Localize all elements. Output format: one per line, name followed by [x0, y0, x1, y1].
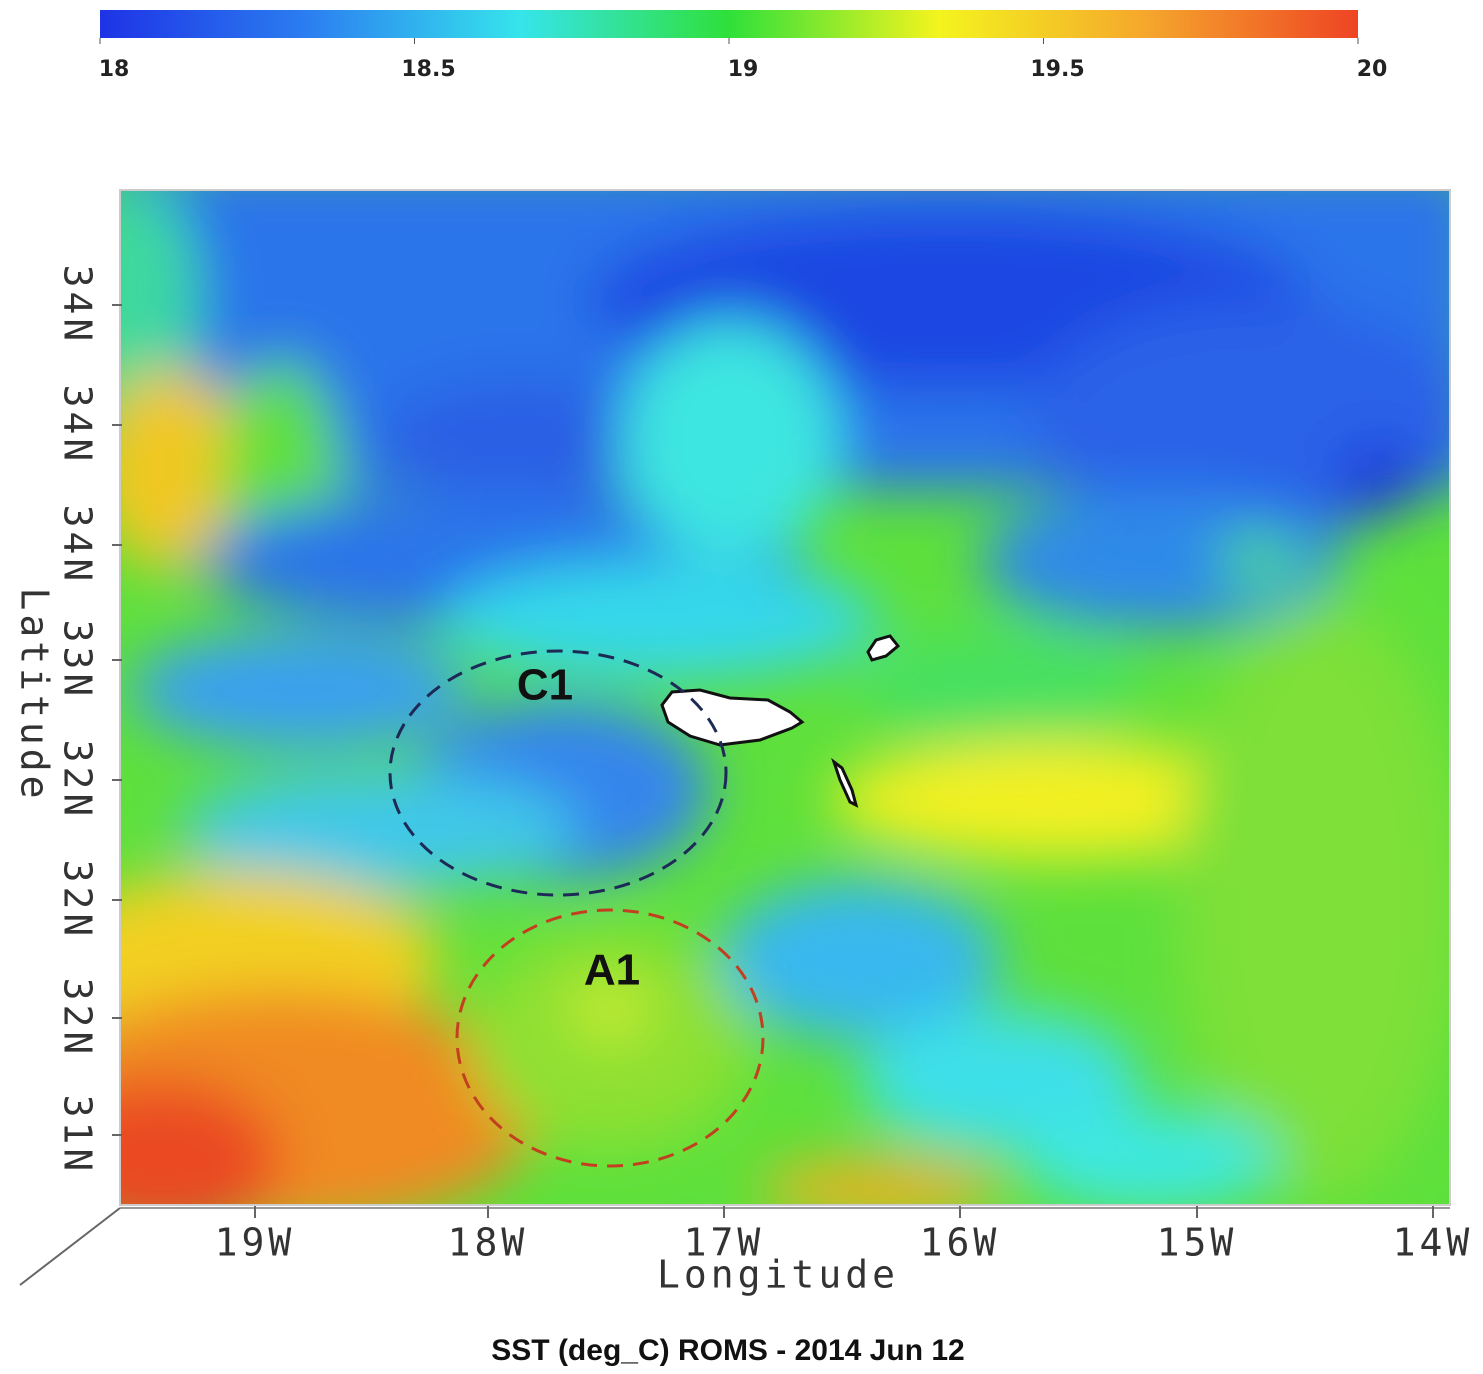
y-axis-title: Latitude — [13, 587, 57, 802]
annotation: A1 — [584, 946, 640, 995]
y-tick-label: 32N — [56, 740, 100, 821]
y-tick-label: 34N — [56, 385, 100, 466]
y-tick-label: 31N — [56, 1095, 100, 1176]
sst-field — [120, 190, 1450, 1205]
x-tick-label: 19W — [215, 1221, 296, 1265]
colorbar-tick-label: 19 — [728, 57, 759, 82]
colorbar — [100, 10, 1358, 38]
caption: SST (deg_C) ROMS - 2014 Jun 12 — [491, 1334, 964, 1367]
x-tick-label: 15W — [1157, 1221, 1238, 1265]
y-tick-label: 33N — [56, 620, 100, 701]
annotation: C1 — [517, 661, 573, 710]
y-tick-label: 34N — [56, 505, 100, 586]
y-tick-label: 34N — [56, 265, 100, 346]
colorbar-tick-label: 18.5 — [401, 57, 455, 82]
colorbar-tick-label: 18 — [99, 57, 130, 82]
x-tick-label: 17W — [684, 1221, 765, 1265]
colorbar-tick-label: 19.5 — [1030, 57, 1084, 82]
x-tick-label: 18W — [448, 1221, 529, 1265]
x-tick-label: 14W — [1393, 1221, 1474, 1265]
x-axis-title: Longitude — [657, 1253, 899, 1297]
x-tick-label: 16W — [920, 1221, 1001, 1265]
colorbar-tick-label: 20 — [1357, 57, 1388, 82]
y-tick-label: 32N — [56, 860, 100, 941]
y-tick-label: 32N — [56, 978, 100, 1059]
